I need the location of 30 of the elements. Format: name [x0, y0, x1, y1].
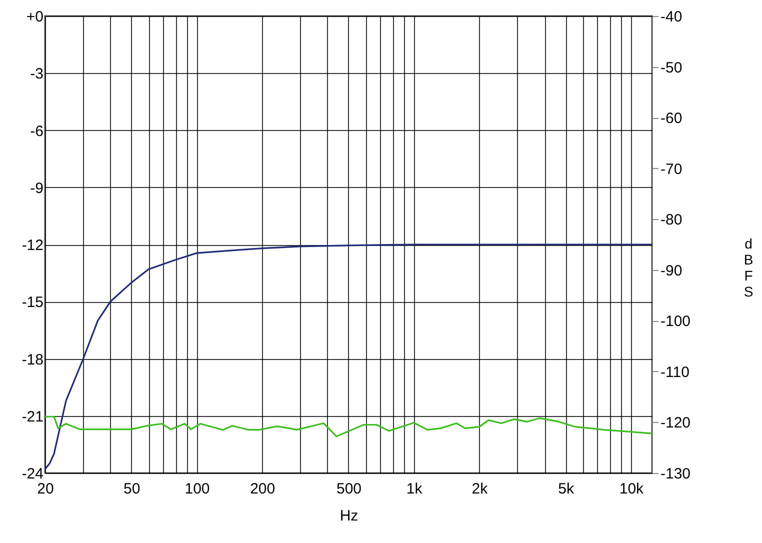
x-tick-label: 5k	[558, 480, 575, 498]
y2-tick-label: -90	[660, 262, 682, 280]
y2-tick-label: -100	[660, 313, 691, 330]
x-axis-title: Hz	[340, 508, 358, 524]
y2-tick-label: -80	[660, 212, 682, 229]
y-tick-label: +0	[26, 8, 44, 26]
y-tick-label: -15	[22, 294, 44, 312]
x-tick-label: 20	[37, 480, 54, 498]
x-tick-label: 1k	[406, 480, 423, 498]
x-tick-label: 2k	[472, 480, 488, 498]
y2-tick-label: -130	[660, 466, 691, 482]
y-tick-label: -12	[22, 237, 44, 254]
x-tick-label: 10k	[619, 480, 644, 498]
y-tick-label: -24	[22, 466, 44, 482]
y2-tick-label: -120	[660, 414, 691, 432]
y2-tick-label: -60	[660, 110, 682, 128]
x-tick-label: 200	[250, 480, 276, 498]
x-tick-label: 500	[336, 480, 362, 498]
y-tick-label: -18	[22, 351, 44, 368]
y-tick-label: -21	[22, 408, 44, 426]
y2-tick-label: -70	[660, 160, 682, 178]
y2-tick-label: -40	[660, 8, 682, 26]
y2-tick-label: -110	[660, 364, 690, 381]
x-tick-label: 100	[184, 480, 210, 498]
y-tick-label: -9	[30, 180, 44, 197]
x-tick-label: 50	[124, 480, 140, 498]
y-tick-label: -6	[30, 122, 44, 140]
y-tick-label: -3	[30, 66, 44, 83]
y2-tick-label: -50	[660, 59, 682, 76]
y2-axis-title: dBFS	[744, 236, 754, 300]
